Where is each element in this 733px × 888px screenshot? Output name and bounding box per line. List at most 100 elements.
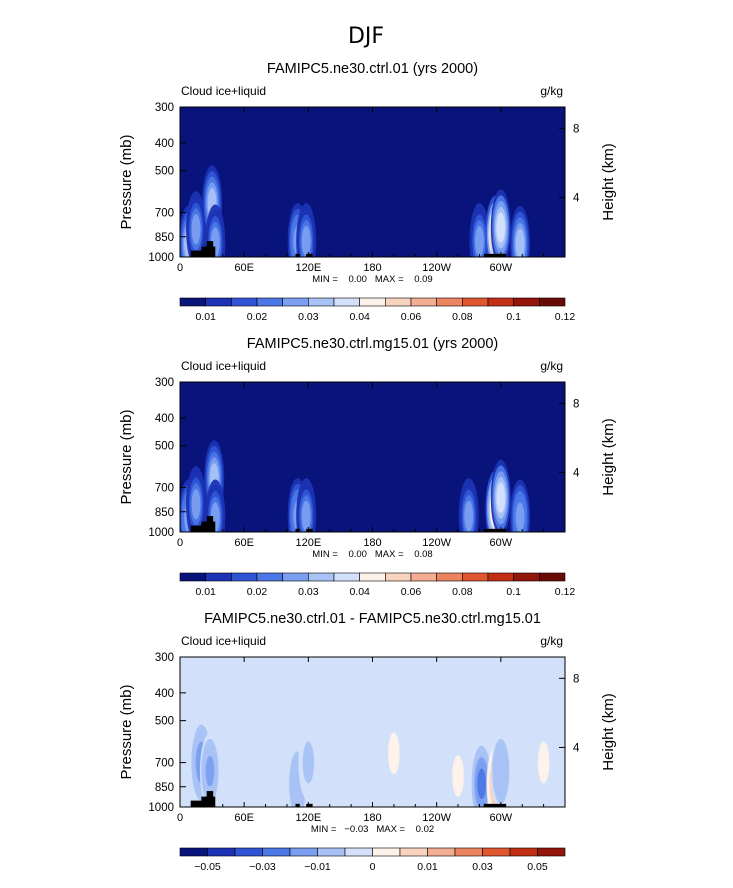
colorbar: 0.01 0.02 0.03 0.04 0.06 0.08 0.1 0.12 xyxy=(179,297,576,323)
colorbar-segment xyxy=(513,572,540,582)
x-tick-label: 0 xyxy=(177,537,183,549)
colorbar-label: 0.08 xyxy=(452,586,473,598)
panel-variable-label: Cloud ice+liquid xyxy=(181,359,266,373)
colorbar-segment xyxy=(333,297,360,307)
colorbar-segment xyxy=(462,297,489,307)
terrain-block xyxy=(295,253,300,257)
x-tick-label: 180 xyxy=(363,262,381,274)
colorbar-segment xyxy=(359,572,386,582)
y-tick-label: 700 xyxy=(155,208,174,220)
colorbar-segment xyxy=(317,847,346,857)
colorbar-label: 0.06 xyxy=(401,586,422,598)
y-tick-label: 500 xyxy=(155,441,174,453)
colorbar-segment xyxy=(333,572,360,582)
figure-title: DJF xyxy=(348,24,384,49)
panel-units-label: g/kg xyxy=(540,359,563,373)
colorbar-segment xyxy=(410,297,437,307)
colorbar-label: 0.12 xyxy=(555,586,576,598)
colorbar-segment xyxy=(282,297,309,307)
colorbar-label: 0.01 xyxy=(417,861,438,873)
y-tick-label: 1000 xyxy=(148,802,174,814)
y-tick-label: 400 xyxy=(155,688,174,700)
y-tick-label: 700 xyxy=(155,483,174,495)
colorbar-segment xyxy=(234,847,263,857)
colorbar-label: −0.01 xyxy=(304,861,331,873)
panel-units-label: g/kg xyxy=(540,84,563,98)
colorbar-label: 0.02 xyxy=(247,586,268,598)
colorbar-segment xyxy=(436,572,463,582)
colorbar-segment xyxy=(179,572,206,582)
colorbar-segment xyxy=(454,847,483,857)
colorbar-label: −0.03 xyxy=(249,861,276,873)
colorbar: 0.01 0.02 0.03 0.04 0.06 0.08 0.1 0.12 xyxy=(179,572,576,598)
panel-3: FAMIPC5.ne30.ctrl.01 - FAMIPC5.ne30.ctrl… xyxy=(118,611,617,873)
contour-feature xyxy=(464,500,474,532)
x-tick-label: 60E xyxy=(234,537,254,549)
colorbar-label: 0.04 xyxy=(349,311,370,323)
colorbar-label: 0.06 xyxy=(401,311,422,323)
colorbar-label: 0.04 xyxy=(349,586,370,598)
colorbar-segment xyxy=(262,847,291,857)
terrain-block xyxy=(483,528,507,532)
y-tick-label: 850 xyxy=(155,782,174,794)
right-axis-title: Height (km) xyxy=(600,418,617,496)
colorbar-segment xyxy=(256,572,283,582)
y-tick-label: 1000 xyxy=(148,527,174,539)
y-tick-label: 500 xyxy=(155,716,174,728)
contour-feature xyxy=(303,747,313,778)
colorbar-label: 0.1 xyxy=(506,311,521,323)
colorbar-segment xyxy=(509,847,538,857)
colorbar-segment xyxy=(256,297,283,307)
terrain-block xyxy=(206,791,214,807)
x-tick-label: 60W xyxy=(490,812,513,824)
y-axis-title: Pressure (mb) xyxy=(118,134,135,229)
colorbar-label: 0.03 xyxy=(472,861,493,873)
terrain-block xyxy=(295,803,300,807)
contour-layer xyxy=(180,165,531,257)
x-tick-label: 180 xyxy=(363,812,381,824)
colorbar-segment xyxy=(539,297,566,307)
min-max-label: MIN = 0.00 MAX = 0.09 xyxy=(312,274,432,285)
colorbar-label: 0.12 xyxy=(555,311,576,323)
contour-feature xyxy=(477,768,486,799)
panel-title: FAMIPC5.ne30.ctrl.01 (yrs 2000) xyxy=(267,61,478,77)
right-tick-label: 4 xyxy=(573,192,580,204)
right-tick-label: 4 xyxy=(573,742,580,754)
x-tick-label: 180 xyxy=(363,537,381,549)
terrain-block xyxy=(306,253,313,257)
colorbar-label: 0 xyxy=(370,861,376,873)
colorbar-segment xyxy=(410,572,437,582)
colorbar-segment xyxy=(537,847,566,857)
right-tick-label: 4 xyxy=(573,467,580,479)
terrain-block xyxy=(190,250,210,257)
terrain-block xyxy=(206,516,214,532)
contour-feature xyxy=(539,747,549,778)
colorbar-label: 0.01 xyxy=(195,586,216,598)
x-tick-label: 0 xyxy=(177,812,183,824)
colorbar-segment xyxy=(462,572,489,582)
panel-2: FAMIPC5.ne30.ctrl.mg15.01 (yrs 2000) Clou… xyxy=(118,336,617,598)
min-max-label: MIN = 0.00 MAX = 0.08 xyxy=(312,549,432,560)
contour-feature xyxy=(301,225,311,257)
x-tick-label: 60W xyxy=(490,537,513,549)
y-tick-label: 500 xyxy=(155,166,174,178)
colorbar-segment xyxy=(427,847,456,857)
colorbar-segment xyxy=(205,297,232,307)
panel-variable-label: Cloud ice+liquid xyxy=(181,84,266,98)
terrain-block xyxy=(295,528,300,532)
terrain-block xyxy=(190,525,210,532)
y-tick-label: 850 xyxy=(155,507,174,519)
y-tick-label: 400 xyxy=(155,138,174,150)
y-axis-title: Pressure (mb) xyxy=(118,684,135,779)
contour-feature xyxy=(191,488,201,520)
colorbar-segment xyxy=(385,572,412,582)
contour-feature xyxy=(515,228,525,257)
colorbar-segment xyxy=(487,297,514,307)
terrain-mask xyxy=(190,516,507,532)
colorbar-segment xyxy=(482,847,511,857)
colorbar-segment xyxy=(436,297,463,307)
colorbar-segment xyxy=(308,572,335,582)
terrain-block xyxy=(483,803,507,807)
y-tick-label: 700 xyxy=(155,758,174,770)
